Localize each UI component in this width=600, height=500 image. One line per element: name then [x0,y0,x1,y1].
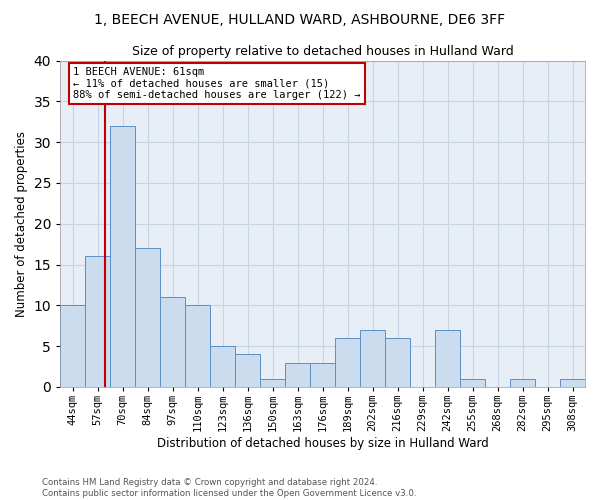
Bar [360,330,385,387]
Bar [385,338,410,387]
Bar [85,256,110,387]
Bar [235,354,260,387]
Y-axis label: Number of detached properties: Number of detached properties [15,131,28,317]
Bar [560,379,585,387]
Bar [160,297,185,387]
Text: 1, BEECH AVENUE, HULLAND WARD, ASHBOURNE, DE6 3FF: 1, BEECH AVENUE, HULLAND WARD, ASHBOURNE… [94,12,506,26]
Bar [110,126,135,387]
Text: Contains HM Land Registry data © Crown copyright and database right 2024.
Contai: Contains HM Land Registry data © Crown c… [42,478,416,498]
Bar [60,306,85,387]
Title: Size of property relative to detached houses in Hulland Ward: Size of property relative to detached ho… [132,45,514,58]
Bar [460,379,485,387]
Bar [285,362,310,387]
X-axis label: Distribution of detached houses by size in Hulland Ward: Distribution of detached houses by size … [157,437,488,450]
Bar [185,306,210,387]
Bar [310,362,335,387]
Bar [135,248,160,387]
Text: 1 BEECH AVENUE: 61sqm
← 11% of detached houses are smaller (15)
88% of semi-deta: 1 BEECH AVENUE: 61sqm ← 11% of detached … [73,67,361,100]
Bar [510,379,535,387]
Bar [335,338,360,387]
Bar [260,379,285,387]
Bar [210,346,235,387]
Bar [435,330,460,387]
